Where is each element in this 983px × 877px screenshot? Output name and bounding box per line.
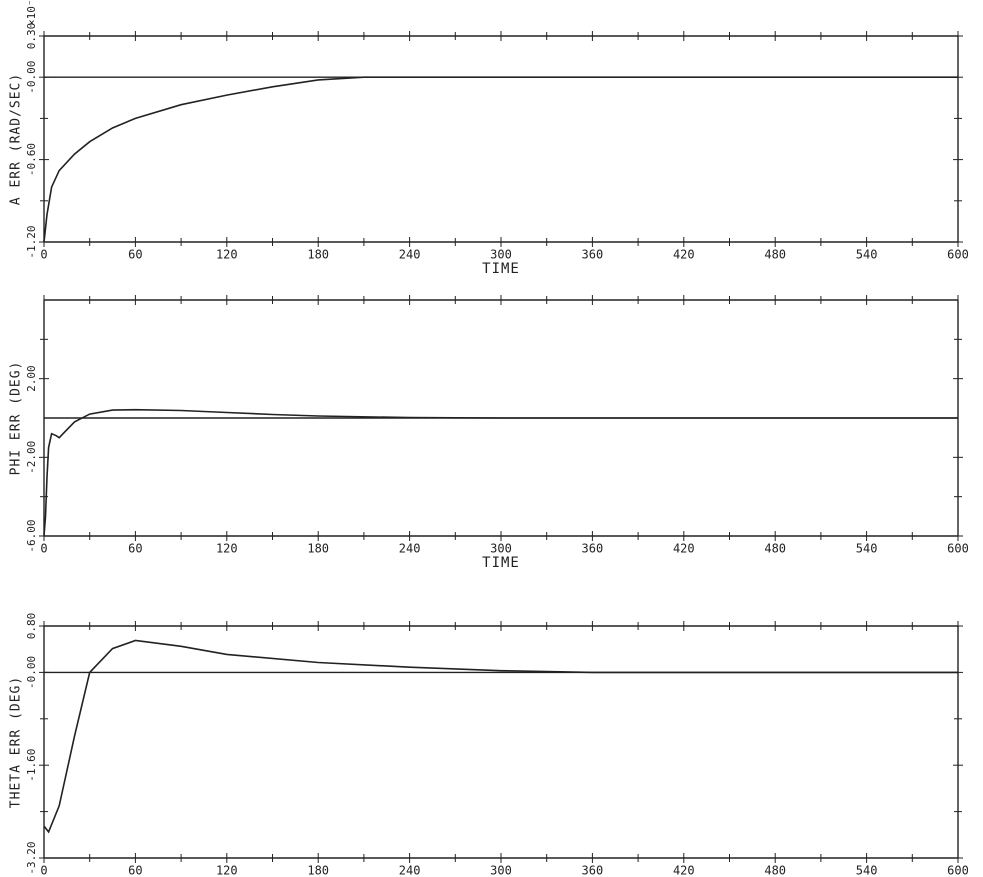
x-tick-label: 480 xyxy=(764,864,786,877)
y-tick-label: -1.60 xyxy=(25,749,38,782)
y-tick-label: -3.20 xyxy=(25,841,38,874)
y-axis-label: THETA ERR (DEG) xyxy=(9,676,24,808)
x-tick-label: 600 xyxy=(947,864,969,877)
y-axis-label: PHI ERR (DEG) xyxy=(9,361,24,476)
x-tick-label: 0 xyxy=(40,542,47,556)
x-tick-label: 300 xyxy=(490,864,512,877)
x-tick-label: 0 xyxy=(40,248,47,262)
y-tick-label: -6.00 xyxy=(25,519,38,552)
x-tick-label: 300 xyxy=(490,542,512,556)
x-tick-label: 240 xyxy=(399,542,421,556)
y-tick-label: -0.00 xyxy=(25,656,38,689)
x-tick-label: 60 xyxy=(128,542,142,556)
data-line xyxy=(43,76,958,243)
x-tick-label: 60 xyxy=(128,248,142,262)
data-line xyxy=(43,639,958,834)
x-tick-label: 300 xyxy=(490,248,512,262)
x-tick-label: 600 xyxy=(947,542,969,556)
x-tick-label: 180 xyxy=(307,542,329,556)
x-tick-label: 480 xyxy=(764,248,786,262)
x-tick-label: 540 xyxy=(856,248,878,262)
x-tick-label: 120 xyxy=(216,542,238,556)
x-tick-label: 360 xyxy=(582,864,604,877)
y-tick-label: -1.20 xyxy=(25,225,38,258)
x-tick-label: 420 xyxy=(673,248,695,262)
x-tick-label: 360 xyxy=(582,248,604,262)
y-axis-label: A ERR (RAD/SEC) xyxy=(9,73,24,205)
x-tick-label: 180 xyxy=(307,248,329,262)
y-tick-label: 2.00 xyxy=(25,365,38,392)
y-tick-label: -0.60 xyxy=(25,143,38,176)
y-tick-label: 0.80 xyxy=(25,613,38,640)
x-tick-label: 360 xyxy=(582,542,604,556)
y-tick-label: -0.00 xyxy=(25,61,38,94)
x-tick-label: 120 xyxy=(216,864,238,877)
data-line xyxy=(43,408,958,537)
y-tick-label: -2.00 xyxy=(25,441,38,474)
x-tick-label: 420 xyxy=(673,864,695,877)
x-axis-label: TIME xyxy=(482,261,520,277)
x-tick-label: 420 xyxy=(673,542,695,556)
x-tick-label: 240 xyxy=(399,248,421,262)
x-tick-label: 600 xyxy=(947,248,969,262)
y-multiplier: ×10⁻² xyxy=(25,0,38,26)
x-tick-label: 0 xyxy=(40,864,47,877)
x-tick-label: 540 xyxy=(856,542,878,556)
y-tick-label: 0.30 xyxy=(25,23,38,50)
x-tick-label: 480 xyxy=(764,542,786,556)
x-tick-label: 120 xyxy=(216,248,238,262)
x-axis-label: TIME xyxy=(482,555,520,571)
x-tick-label: 60 xyxy=(128,864,142,877)
x-tick-label: 240 xyxy=(399,864,421,877)
x-tick-label: 180 xyxy=(307,864,329,877)
x-tick-label: 540 xyxy=(856,864,878,877)
